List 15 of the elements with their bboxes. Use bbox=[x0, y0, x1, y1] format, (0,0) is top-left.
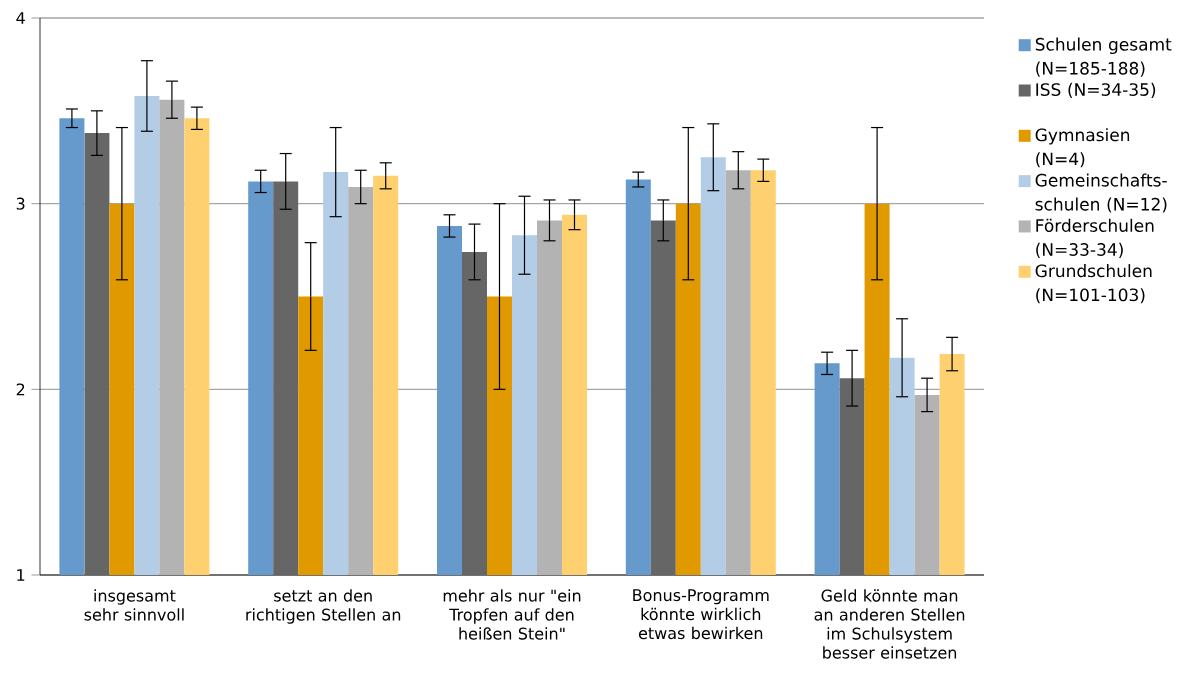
y-tick-label: 4 bbox=[16, 12, 25, 24]
x-tick-label: setzt an den richtigen Stellen an bbox=[246, 589, 401, 624]
legend-label: Schulen gesamt (N=185-188) bbox=[1035, 37, 1172, 77]
legend-label: ISS (N=34-35) bbox=[1036, 82, 1156, 98]
legend-label: Grundschulen (N=101-103) bbox=[1035, 264, 1152, 304]
x-tick-label: mehr als nur "ein Tropfen auf den heißen Stein" bbox=[443, 589, 581, 640]
x-tick-label: Geld könnte man an anderen Stellen im Schulsystem besser einsetzen bbox=[814, 589, 965, 659]
x-tick-label: Bonus-Programm könnte wirklich etwas bewirken bbox=[633, 589, 769, 640]
y-tick-label: 3 bbox=[16, 197, 25, 210]
legend-label: Gymnasien (N=4) bbox=[1035, 128, 1130, 168]
legend-label: Förderschulen (N=33-34) bbox=[1036, 218, 1154, 258]
legend-label: Gemeinschafts-schulen (N=12) bbox=[1035, 173, 1167, 213]
y-tick-label: 1 bbox=[17, 569, 25, 581]
x-tick-label: insgesamt sehr sinnvoll bbox=[84, 589, 184, 621]
y-tick-label: 2 bbox=[16, 383, 25, 396]
